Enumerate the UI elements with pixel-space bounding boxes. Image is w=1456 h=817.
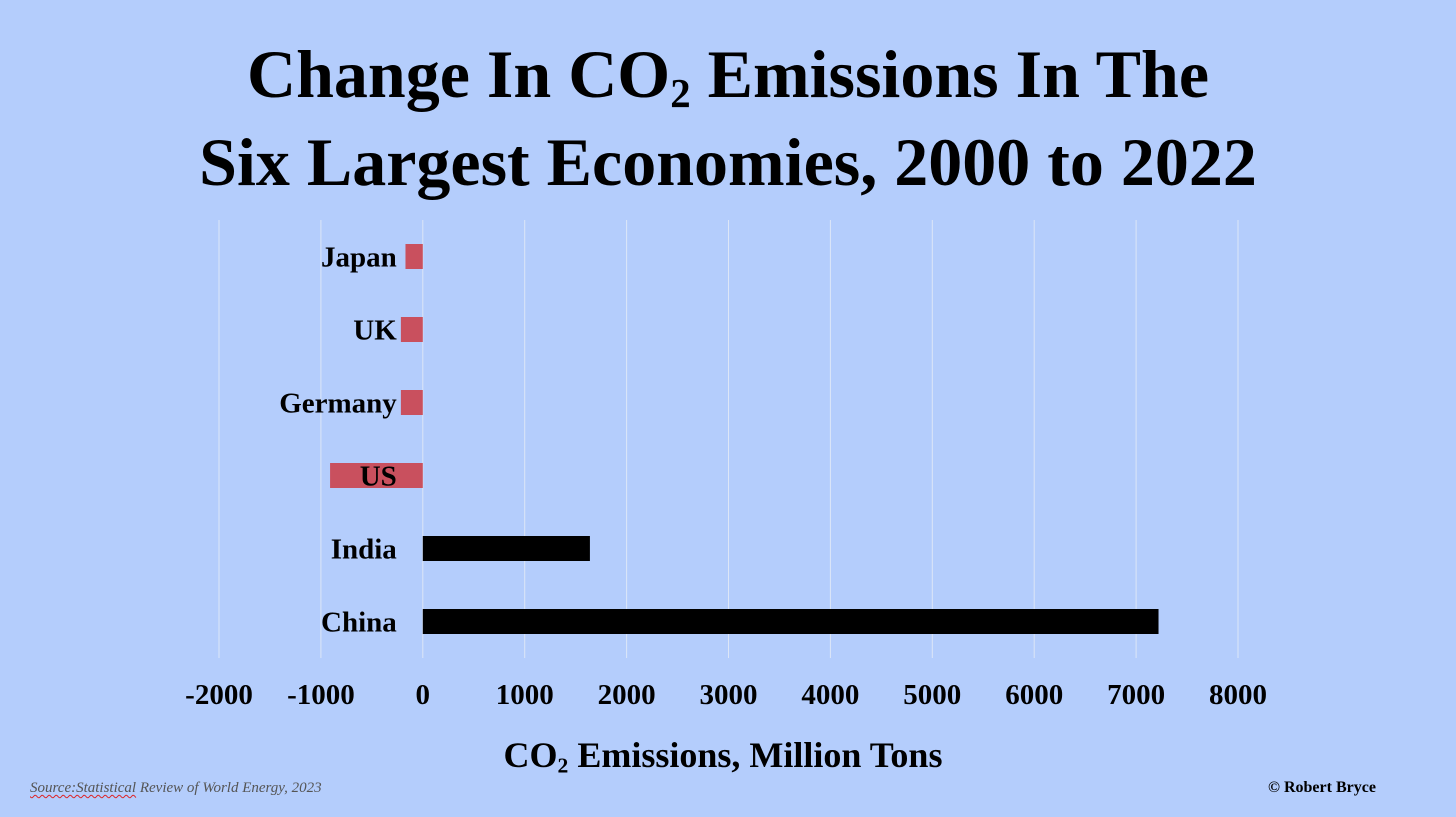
x-tick-label: 3000 — [700, 679, 758, 711]
copyright-note: © Robert Bryce — [1268, 779, 1376, 796]
bar-india — [422, 536, 590, 561]
x-tick-label: 7000 — [1107, 679, 1165, 711]
x-axis-label-prefix: CO — [503, 735, 558, 775]
category-label-us: US — [360, 461, 397, 493]
x-tick-label: -1000 — [287, 679, 355, 711]
chart-title-line2: Six Largest Economies, 2000 to 2022 — [199, 124, 1257, 200]
source-note-underlined: Source:Statistical — [30, 780, 137, 796]
x-axis-label: CO2 Emissions, Million Tons — [0, 733, 1446, 777]
x-axis-label-subscript: 2 — [557, 753, 569, 778]
chart-title: Change In CO2 Emissions In The Six Large… — [0, 30, 1456, 206]
x-tick-label: 6000 — [1005, 679, 1063, 711]
source-note: Source:Statistical Review of World Energ… — [30, 780, 322, 797]
x-tick-label: -2000 — [185, 679, 253, 711]
category-label-china: China — [321, 607, 397, 639]
bar-germany — [400, 390, 423, 415]
bars — [330, 244, 1159, 634]
category-label-germany: Germany — [279, 388, 397, 420]
source-note-rest: Review of World Energy, 2023 — [136, 780, 322, 796]
x-tick-labels: -2000 -1000 0 1000 2000 3000 4000 5000 6000 7000 8… — [185, 679, 1267, 711]
x-axis-label-suffix: Emissions, Million Tons — [568, 735, 943, 775]
bar-uk — [400, 317, 423, 342]
chart-title-line1-prefix: Change In CO — [246, 36, 671, 112]
bar-china — [422, 609, 1159, 634]
bar-us — [330, 463, 423, 488]
x-tick-label: 2000 — [598, 679, 656, 711]
gridlines — [218, 220, 1239, 658]
category-label-india: India — [331, 534, 398, 566]
chart-title-line1-suffix: Emissions In The — [690, 36, 1210, 112]
x-tick-label: 4000 — [801, 679, 859, 711]
bar-japan — [405, 244, 423, 269]
category-labels: Japan UK Germany US India China — [279, 242, 397, 639]
x-tick-label: 5000 — [903, 679, 961, 711]
x-tick-label: 1000 — [496, 679, 554, 711]
category-label-japan: Japan — [321, 242, 397, 274]
category-label-uk: UK — [353, 315, 397, 347]
chart-title-subscript: 2 — [670, 71, 691, 117]
x-tick-label: 0 — [416, 679, 431, 711]
x-tick-label: 8000 — [1209, 679, 1267, 711]
